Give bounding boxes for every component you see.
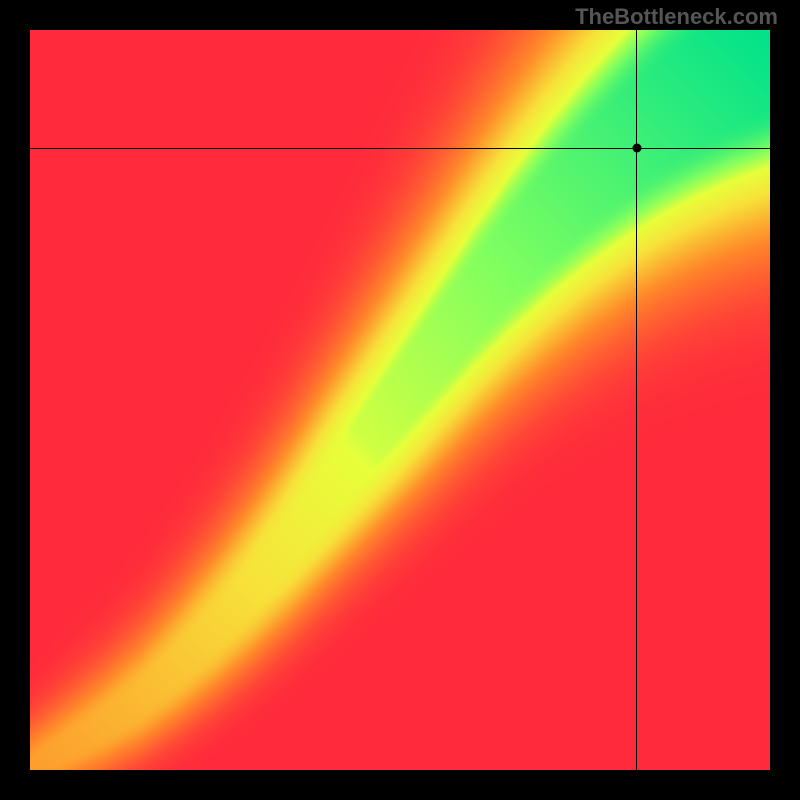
- heatmap-plot: [30, 30, 770, 770]
- watermark-text: TheBottleneck.com: [575, 4, 778, 30]
- heatmap-canvas: [30, 30, 770, 770]
